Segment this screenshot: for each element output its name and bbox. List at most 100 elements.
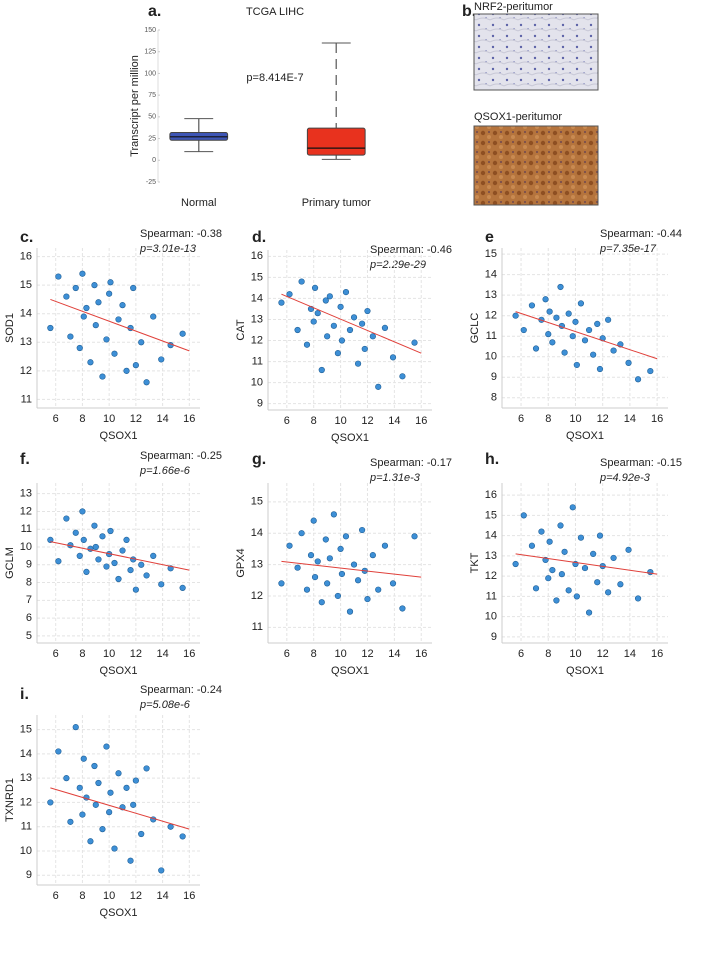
point <box>179 833 186 840</box>
y-tick-label: 13 <box>251 558 263 570</box>
point <box>314 558 321 565</box>
point <box>389 580 397 587</box>
point <box>119 302 126 309</box>
y-tick-label: 150 <box>144 27 156 34</box>
point <box>361 345 368 353</box>
point <box>350 314 358 321</box>
image-label: QSOX1-peritumor <box>474 111 562 123</box>
point <box>358 526 366 534</box>
y-axis-label: CAT <box>235 319 247 340</box>
y-tick-label: 11 <box>252 621 263 633</box>
y-tick-label: 11 <box>252 355 263 367</box>
point <box>577 534 585 541</box>
point <box>318 599 325 606</box>
point <box>99 373 106 380</box>
panel-label: d. <box>252 229 266 246</box>
point <box>91 762 98 770</box>
point <box>512 560 519 568</box>
y-tick-label: 11 <box>21 821 32 833</box>
y-tick-label: 9 <box>26 869 32 881</box>
y-tick-label: 13 <box>20 488 32 500</box>
point <box>55 748 62 755</box>
point <box>80 755 87 762</box>
point <box>307 552 315 559</box>
y-tick-label: 50 <box>148 114 156 121</box>
point <box>573 593 580 600</box>
point <box>342 533 350 540</box>
point <box>47 799 54 806</box>
point <box>369 552 376 559</box>
x-tick-label: 12 <box>597 413 609 425</box>
point <box>324 580 331 587</box>
y-axis-label: GCLC <box>469 313 481 344</box>
point <box>72 724 79 731</box>
y-tick-label: 7 <box>26 594 32 606</box>
point <box>322 536 329 543</box>
point <box>337 545 344 552</box>
stat-label: p=2.29e-29 <box>369 259 426 271</box>
point <box>72 529 79 536</box>
stat-label: Spearman: -0.38 <box>140 228 222 240</box>
y-tick-label: 8 <box>491 392 497 404</box>
point <box>143 379 150 386</box>
point <box>72 284 79 292</box>
x-axis-label: QSOX1 <box>100 665 138 677</box>
point <box>610 347 617 354</box>
panel-label: h. <box>485 451 499 468</box>
y-axis-label: Transcript per million <box>129 55 141 157</box>
point <box>298 278 305 285</box>
point <box>92 801 99 808</box>
x-tick-label: 6 <box>53 413 59 425</box>
image-label: NRF2-peritumor <box>474 1 553 13</box>
point <box>278 580 285 587</box>
y-tick-label: 12 <box>20 365 32 377</box>
point <box>330 322 337 329</box>
x-tick-label: 8 <box>545 413 551 425</box>
point <box>553 597 560 604</box>
x-tick-label: 14 <box>156 648 168 660</box>
point <box>322 297 329 304</box>
point <box>411 533 418 540</box>
y-tick-label: 10 <box>485 611 497 623</box>
y-tick-label: 14 <box>251 292 263 304</box>
x-tick-label: Primary tumor <box>302 197 371 209</box>
point <box>179 330 186 337</box>
point <box>91 522 98 529</box>
y-tick-label: 16 <box>251 250 263 262</box>
y-tick-label: 12 <box>251 334 263 346</box>
point <box>532 345 540 352</box>
point <box>123 536 130 543</box>
x-tick-label: 10 <box>103 413 115 425</box>
panel-label: f. <box>20 451 30 468</box>
point <box>83 568 90 575</box>
point <box>76 784 83 791</box>
point <box>83 304 90 312</box>
point <box>278 299 285 306</box>
x-tick-label: 12 <box>130 648 142 660</box>
histology-image <box>473 13 599 91</box>
point <box>354 360 362 367</box>
point <box>311 574 319 581</box>
point <box>532 585 540 592</box>
point <box>565 310 572 317</box>
x-tick-label: 8 <box>79 890 85 902</box>
point <box>63 775 70 782</box>
point <box>605 589 612 596</box>
point <box>512 312 519 319</box>
y-tick-label: 14 <box>20 308 32 320</box>
point <box>150 313 157 320</box>
stat-label: Spearman: -0.25 <box>140 450 222 462</box>
point <box>138 830 145 838</box>
point <box>76 552 83 559</box>
point <box>55 273 62 280</box>
point <box>123 784 130 791</box>
point <box>103 336 110 343</box>
chart-title: TCGA LIHC <box>246 6 304 18</box>
point <box>103 743 110 750</box>
point <box>577 300 585 307</box>
x-tick-label: 14 <box>388 415 400 427</box>
point <box>95 299 102 306</box>
point <box>115 316 122 323</box>
y-axis-label: TKT <box>469 552 481 573</box>
point <box>569 504 576 511</box>
